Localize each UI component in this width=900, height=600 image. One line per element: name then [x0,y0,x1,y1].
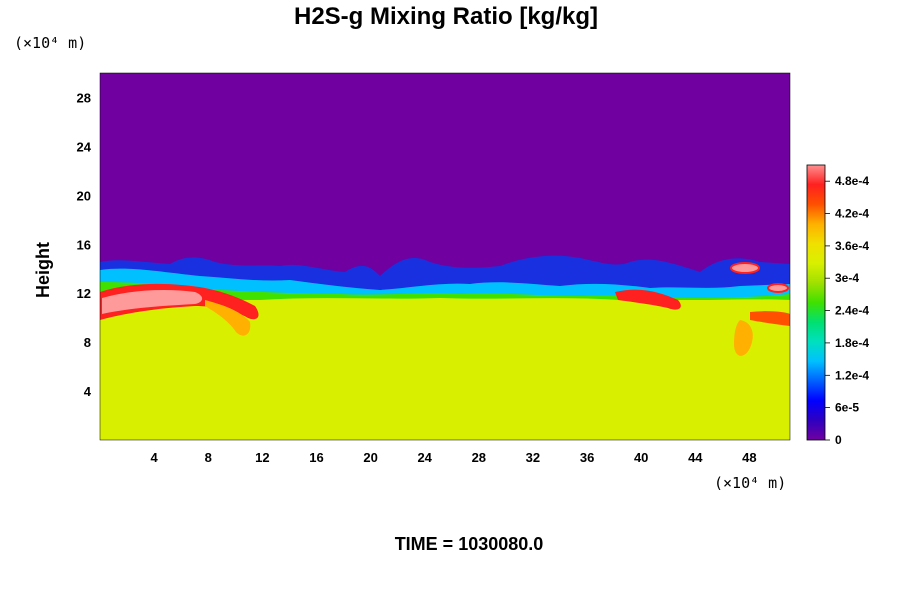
y-tick-label: 8 [84,335,91,350]
x-tick-label: 12 [255,450,269,465]
colorbar-tick-label: 6e-5 [835,401,859,415]
lower-layer-region [100,300,790,440]
x-tick-label: 20 [363,450,377,465]
time-footer: TIME = 1030080.0 [395,534,544,554]
red-spot-far-right [767,283,789,293]
y-tick-label: 20 [77,188,91,203]
x-tick-label: 24 [417,450,432,465]
chart-title: H2S-g Mixing Ratio [kg/kg] [294,3,598,30]
colorbar-tick-label: 4.2e-4 [835,207,869,221]
colorbar-tick-label: 3.6e-4 [835,239,869,253]
x-tick-labels: 4 8 12 16 20 24 28 32 36 40 44 48 [150,450,756,465]
x-tick-label: 32 [526,450,540,465]
x-tick-label: 48 [742,450,756,465]
x-axis-unit: (×10⁴ m) [714,474,786,492]
y-axis-unit: (×10⁴ m) [14,34,86,52]
colorbar-tick-label: 0 [835,433,842,447]
colorbar-ticks: 4.8e-4 4.2e-4 3.6e-4 3e-4 2.4e-4 1.8e-4 1.2e-4… [825,174,869,447]
pink-spot-right [730,262,760,274]
x-tick-label: 44 [688,450,703,465]
heatmap-plot-area [100,73,790,440]
colorbar: 4.8e-4 4.2e-4 3.6e-4 3e-4 2.4e-4 1.8e-4 1.2e-4… [806,164,869,447]
orange-plume-right [734,320,753,356]
colorbar-gradient [806,164,826,441]
pink-patch-left [102,290,203,314]
x-tick-label: 8 [205,450,212,465]
colorbar-tick-label: 1.8e-4 [835,336,869,350]
x-tick-label: 4 [150,450,158,465]
lower-layer-edge [100,298,790,310]
x-tick-label: 28 [472,450,486,465]
colorbar-tick-label: 1.2e-4 [835,368,869,382]
colorbar-tick-label: 4.8e-4 [835,174,869,188]
x-tick-label: 40 [634,450,648,465]
y-tick-label: 24 [77,139,92,154]
plot-frame [99,72,791,441]
orange-patch-left [205,300,251,336]
x-tick-label: 36 [580,450,594,465]
y-tick-label: 16 [77,237,91,252]
y-tick-label: 12 [77,286,91,301]
y-tick-label: 4 [84,384,92,399]
red-patch-far-right [750,311,790,326]
y-tick-label: 28 [77,91,91,106]
x-tick-label: 16 [309,450,323,465]
colorbar-tick-label: 3e-4 [835,271,859,285]
y-tick-labels: 4 8 12 16 20 24 28 [77,91,92,400]
colorbar-tick-label: 2.4e-4 [835,304,869,318]
red-patch-right [615,289,681,310]
y-axis-label: Height [33,242,53,298]
